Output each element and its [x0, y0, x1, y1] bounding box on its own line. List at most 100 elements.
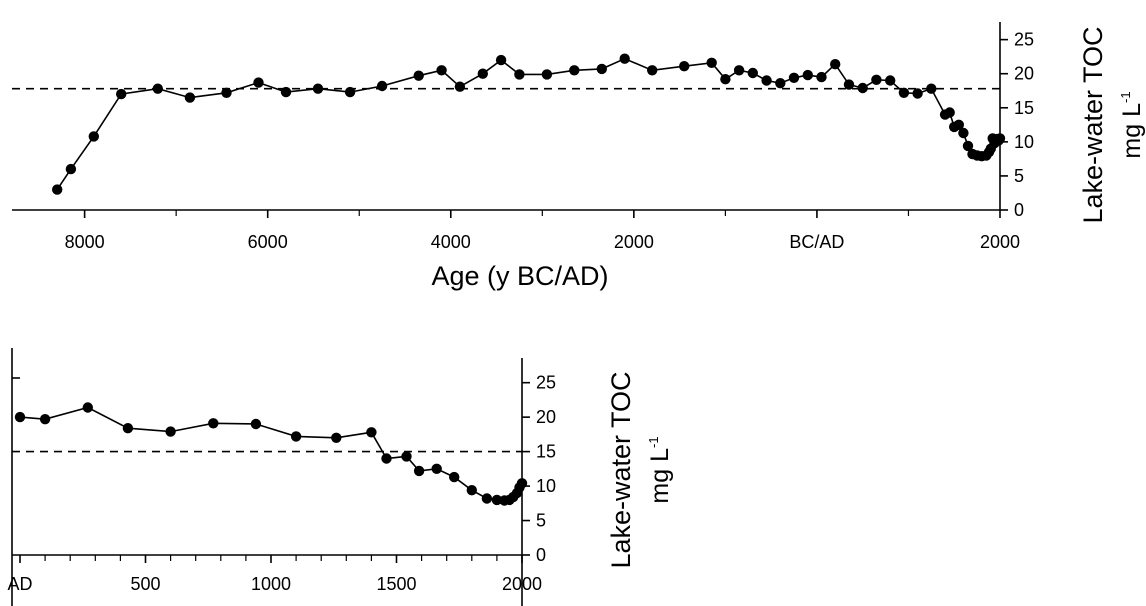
y-tick-label: 0 — [536, 545, 546, 565]
data-point — [647, 65, 658, 76]
x-tick-label: 8000 — [65, 232, 105, 252]
data-point — [843, 79, 855, 90]
y-tick-label: 5 — [536, 511, 546, 531]
data-point — [481, 493, 493, 504]
y-tick-label: 25 — [536, 373, 556, 393]
data-point — [436, 65, 447, 76]
x-tick-label: 6000 — [248, 232, 288, 252]
y-tick-label: 15 — [536, 442, 556, 462]
data-point — [898, 87, 910, 99]
data-point — [619, 53, 630, 64]
series-line — [56, 57, 1001, 191]
y-tick-label: 25 — [1014, 30, 1034, 50]
data-point — [331, 432, 342, 443]
y-unit-base: mg L — [646, 448, 674, 504]
series-line — [19, 406, 523, 502]
data-point — [802, 69, 813, 81]
y-unit-base: mg L — [1118, 103, 1146, 159]
data-point — [953, 119, 964, 130]
data-point — [184, 92, 196, 103]
data-point — [958, 127, 969, 139]
x-tick-label: 4000 — [431, 232, 471, 252]
data-point — [491, 494, 503, 506]
data-point — [871, 74, 882, 86]
data-point — [366, 427, 377, 438]
data-point — [944, 107, 955, 118]
data-point — [747, 67, 758, 79]
data-point — [596, 63, 607, 75]
x-tick-label: BC/AD — [789, 232, 844, 252]
data-point — [569, 65, 580, 76]
x-tick-label: 2000 — [980, 232, 1020, 252]
data-point — [152, 83, 163, 94]
data-point — [14, 411, 26, 423]
data-point — [116, 88, 127, 100]
y-axis-title: Lake-water TOC — [606, 371, 636, 568]
data-point — [733, 65, 745, 76]
data-point — [280, 86, 292, 98]
y-axis-unit: mg L-1 — [646, 436, 674, 503]
data-point — [761, 75, 772, 86]
y-tick-label: 0 — [1014, 200, 1024, 220]
data-point — [830, 58, 841, 70]
x-tick-label: 1000 — [251, 574, 291, 594]
data-point — [88, 131, 100, 142]
data-point — [994, 133, 1006, 144]
data-point — [413, 70, 424, 81]
data-point — [208, 418, 219, 429]
y-tick-label: 15 — [1014, 98, 1034, 118]
x-tick-label: 2000 — [614, 232, 654, 252]
y-axis-title: Lake-water TOC — [1078, 26, 1108, 223]
data-point — [514, 69, 525, 80]
data-point — [253, 77, 264, 88]
chart-top: 8000 6000 4000 2000 BC/AD 2000 0 5 10 15 20 25 Age (… — [12, 22, 1146, 291]
data-point — [816, 71, 827, 83]
data-point — [706, 57, 717, 68]
y-tick-label: 20 — [536, 407, 556, 427]
data-point — [381, 453, 392, 464]
y-unit-superscript: -1 — [1118, 91, 1133, 103]
data-point — [516, 478, 528, 489]
data-point — [290, 431, 302, 442]
data-point — [82, 402, 94, 413]
data-point — [65, 163, 77, 175]
data-point — [926, 83, 937, 94]
data-point — [775, 78, 786, 89]
y-unit-superscript: -1 — [646, 436, 661, 448]
x-tick-label: 1500 — [376, 574, 416, 594]
data-point — [466, 485, 477, 496]
data-point — [250, 418, 262, 430]
data-point — [122, 423, 134, 434]
y-tick-label: 10 — [1014, 132, 1034, 152]
data-point — [962, 140, 974, 152]
data-point — [495, 54, 507, 66]
y-tick-label: 20 — [1014, 64, 1034, 84]
data-point — [788, 72, 800, 84]
y-axis-unit: mg L-1 — [1118, 91, 1146, 158]
x-tick-label: 2000 — [502, 574, 542, 594]
y-tick-label: 5 — [1014, 166, 1024, 186]
data-point — [413, 465, 425, 477]
x-axis-title: Age (y BC/AD) — [431, 261, 608, 291]
data-point — [720, 74, 731, 85]
data-point — [165, 426, 176, 437]
data-point — [221, 87, 232, 99]
data-point — [401, 451, 412, 462]
data-point — [431, 463, 442, 474]
data-point — [52, 184, 63, 195]
x-tick-label: AD — [7, 574, 32, 594]
data-point — [477, 68, 488, 79]
chart-bottom: AD 500 1000 1500 2000 0 5 10 15 20 25 Lake-water TO… — [7, 348, 674, 606]
y-tick-label: 10 — [536, 476, 556, 496]
data-point — [541, 69, 553, 80]
data-point — [376, 80, 388, 92]
data-point — [912, 88, 923, 99]
data-point — [885, 75, 896, 86]
data-point — [449, 471, 460, 483]
data-point — [312, 83, 324, 94]
data-point — [679, 60, 690, 72]
x-tick-label: 500 — [130, 574, 160, 594]
data-point — [454, 81, 466, 92]
data-point — [857, 82, 868, 94]
